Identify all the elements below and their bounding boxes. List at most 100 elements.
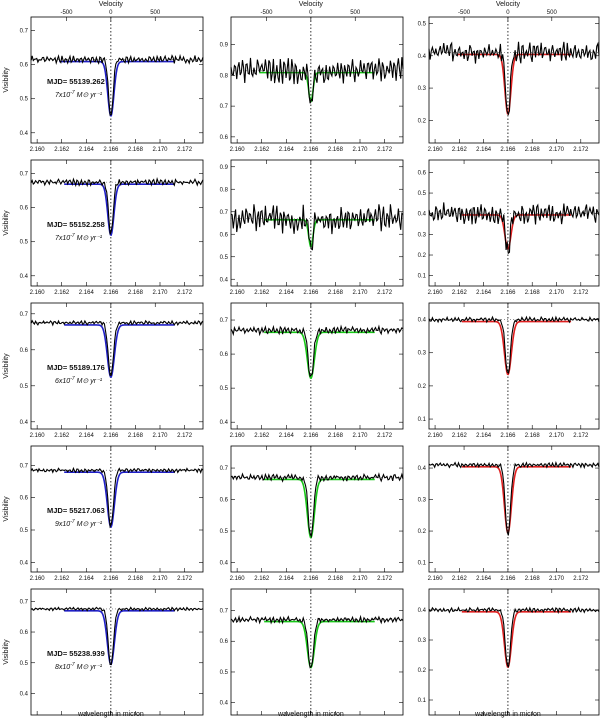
y-tick-label: 0.4 [220,420,229,426]
x-tick-label: 2.172 [377,433,393,439]
panel-r1-c2: 0.6 0.7 0.8 0.9 2.160 2.162 2.164 2.166 2.168 2.1… [220,10,404,153]
x-tick-label: 2.166 [500,576,516,582]
rate-unit: M⊙ yr⁻¹ [77,235,103,242]
x-tick-label: 2.170 [152,147,168,153]
mass-loss-rate: 7x10-7 M⊙ yr⁻¹ [55,233,103,242]
x-tick-label: 2.168 [128,433,144,439]
x-tick-label: 2.166 [500,290,516,296]
x-tick-label: 2.164 [279,290,295,296]
rate-prefix: 7x10 [55,235,70,242]
mjd-label: MJD= 55139.262 [47,77,105,86]
x-tick-label: 2.162 [54,433,70,439]
panel-frame [428,16,600,144]
y-tick-label: 0.7 [20,312,29,318]
y-tick-label: 0.6 [20,348,29,354]
x-tick-label: 2.172 [177,433,193,439]
model-curve [64,324,175,378]
x-tick-label: 2.162 [54,290,70,296]
x-tick-label: 2.168 [328,576,344,582]
model-curve [264,478,375,539]
y-tick-label: 0.7 [220,210,229,216]
y-tick-label: 0.4 [220,561,229,567]
velocity-tick-label: -500 [60,10,73,16]
x-tick-label: 2.166 [500,433,516,439]
mass-loss-rate: 9x10-7 M⊙ yr⁻¹ [55,519,103,528]
x-tick-label: 2.166 [303,433,319,439]
x-tick-label: 2.164 [79,147,95,153]
x-tick-label: 2.160 [428,147,444,153]
mass-loss-rate: 7x10-7 M⊙ yr⁻¹ [55,90,103,99]
velocity-axis-title: Velocity [99,1,124,8]
panel-r5-c3: 0.10.20.30.42.1602.1622.1642.1662.1682.1… [418,588,600,716]
x-tick-label: 2.160 [30,147,46,153]
x-tick-label: 2.162 [254,147,270,153]
x-tick-label: 2.172 [177,290,193,296]
x-tick-label: 2.160 [30,576,46,582]
panel-r2-c2: 0.4 0.5 0.6 0.7 0.8 0.9 2.160 2.162 2.164 2.166 2.… [220,159,404,296]
y-tick-label: 0.1 [418,561,427,567]
rate-unit: M⊙ yr⁻¹ [77,664,103,671]
y-tick-label: 0.5 [20,528,29,534]
x-tick-label: 2.170 [352,433,368,439]
panel-r1-c3: 0.2 0.3 0.4 0.5 2.160 2.162 2.164 2.166 2.168 2.1… [418,10,600,153]
y-tick-label: 0.6 [20,630,29,636]
x-tick-label: 2.168 [328,290,344,296]
x-tick-label: 2.162 [452,147,468,153]
y-tick-label: 0.6 [220,639,229,645]
mass-loss-rate: 8x10-7 M⊙ yr⁻¹ [55,662,103,671]
x-tick-label: 2.162 [254,576,270,582]
x-tick-label: 2.170 [549,576,565,582]
x-tick-label: 2.164 [476,576,492,582]
mjd-label: MJD= 55189.176 [47,363,105,372]
x-tick-label: 2.170 [549,147,565,153]
y-tick-label: 0.5 [20,661,29,667]
rate-exponent: -7 [70,90,75,96]
x-tick-label: 2.164 [79,290,95,296]
panel-frame [230,302,404,430]
mjd-label: MJD= 55217.063 [47,506,105,515]
y-tick-label: 0.5 [220,255,229,261]
velocity-tick-label: 0 [506,10,510,16]
x-tick-label: 2.166 [103,433,119,439]
y-tick-label: 0.3 [418,498,427,504]
y-tick-label: 0.2 [418,384,427,390]
y-tick-label: 0.4 [418,212,427,218]
x-tick-label: 2.170 [152,433,168,439]
x-tick-label: 2.172 [377,290,393,296]
y-tick-label: 0.5 [20,240,29,246]
x-tick-label: 2.162 [254,433,270,439]
y-tick-label: 0.6 [220,232,229,238]
mass-loss-rate: 6x10-7 M⊙ yr⁻¹ [55,376,103,385]
velocity-tick-label: 0 [109,10,113,16]
y-tick-label: 0.3 [418,232,427,238]
x-tick-label: 2.170 [352,290,368,296]
observed-spectrum [30,466,204,529]
y-tick-label: 0.7 [220,318,229,324]
velocity-axis-title: Velocity [299,1,324,8]
model-curve [64,471,175,528]
y-tick-label: 0.6 [418,170,427,176]
model-curve [264,620,375,669]
x-tick-label: 2.166 [103,147,119,153]
y-tick-label: 0.6 [20,206,29,212]
rate-exponent: -7 [70,376,75,382]
observed-spectrum [230,472,404,539]
y-tick-label: 0.2 [418,529,427,535]
x-tick-label: 2.168 [525,290,541,296]
x-tick-label: 2.172 [377,147,393,153]
y-tick-label: 0.8 [220,187,229,193]
x-tick-label: 2.162 [452,290,468,296]
x-tick-label: 2.160 [230,433,246,439]
x-tick-label: 2.172 [573,433,589,439]
y-tick-label: 0.4 [220,701,229,707]
y-tick-label: 0.5 [20,97,29,103]
x-tick-label: 2.168 [328,147,344,153]
y-tick-label: 0.1 [418,698,427,704]
rate-prefix: 8x10 [55,664,70,671]
velocity-tick-label: 500 [150,10,161,16]
observed-spectrum [230,204,404,251]
observed-spectrum [230,324,404,378]
rate-exponent: -7 [70,662,75,668]
observed-spectrum [428,606,600,668]
x-tick-label: 2.160 [30,433,46,439]
